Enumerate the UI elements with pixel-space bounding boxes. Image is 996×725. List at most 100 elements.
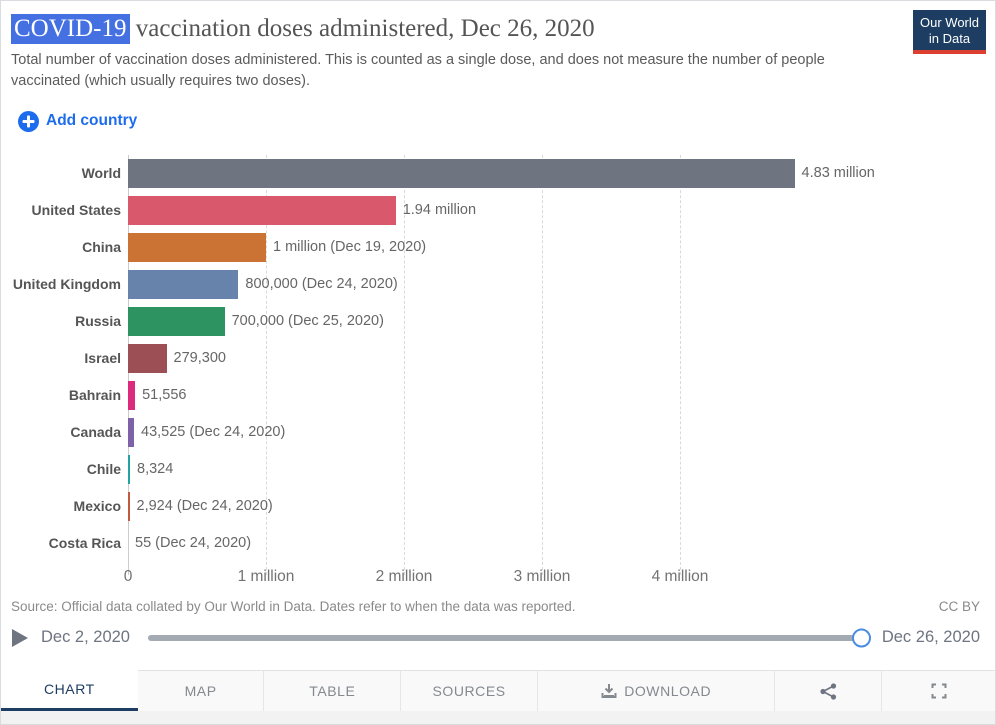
x-axis-tick-label: 4 million [651,567,709,585]
tab-label: CHART [43,681,95,697]
country-label[interactable]: China [82,239,121,256]
bar-track: 51,556 [128,380,995,410]
bar[interactable] [128,232,266,262]
fullscreen-button[interactable] [881,670,995,711]
bar-row: Canada 43,525 (Dec 24, 2020) [1,414,995,451]
bar-track: 8,324 [128,454,995,484]
country-label[interactable]: United States [31,202,121,219]
tab-label: DOWNLOAD [624,683,712,699]
bar-value-label: 43,525 (Dec 24, 2020) [141,424,286,441]
country-label[interactable]: Costa Rica [48,535,121,552]
bar-value-label: 51,556 [142,387,187,404]
bar-value-label: 2,924 (Dec 24, 2020) [136,498,273,515]
x-axis-tick-label: 3 million [513,567,571,585]
title-highlight-selection: COVID-19 [11,14,130,44]
add-country-button[interactable]: Add country [18,110,138,132]
timeline: Dec 2, 2020 Dec 26, 2020 [1,623,995,653]
source-row: Source: Official data collated by Our Wo… [1,599,995,614]
bar-chart: World 4.83 million United States 1.94 milli… [1,154,995,575]
source-note[interactable]: Source: Official data collated by Our Wo… [11,598,576,614]
bar[interactable] [128,158,795,188]
bar[interactable] [128,491,130,521]
bar-value-label: 55 (Dec 24, 2020) [135,535,252,552]
x-axis-tick-label: 0 [123,567,133,585]
country-label[interactable]: Bahrain [68,387,121,404]
country-label[interactable]: Russia [75,313,121,330]
timeline-start-date[interactable]: Dec 2, 2020 [41,628,130,647]
tab-label: TABLE [309,683,356,699]
bar-track: 4.83 million [128,158,995,188]
plus-icon [18,110,39,132]
bar-value-label: 700,000 (Dec 25, 2020) [231,313,384,330]
country-label[interactable]: Israel [84,350,121,367]
title-rest: vaccination doses administered, Dec 26, … [129,15,595,42]
bar-track: 2,924 (Dec 24, 2020) [128,491,995,521]
tab-sources[interactable]: SOURCES [400,670,537,711]
bar-row: China 1 million (Dec 19, 2020) [1,229,995,266]
country-label[interactable]: World [81,165,121,182]
bar-row: Costa Rica 55 (Dec 24, 2020) [1,525,995,562]
bar-row: United Kingdom 800,000 (Dec 24, 2020) [1,266,995,303]
bar-row: Mexico 2,924 (Dec 24, 2020) [1,488,995,525]
country-label[interactable]: Chile [86,461,121,478]
tab-table[interactable]: TABLE [263,670,401,711]
fullscreen-icon [931,683,947,699]
tab-download[interactable]: DOWNLOAD [536,670,775,711]
page-title: COVID-19 vaccination doses administered,… [11,13,981,44]
tab-chart[interactable]: CHART [1,670,138,711]
play-icon [12,628,28,647]
play-button[interactable] [11,628,29,648]
bar[interactable] [128,417,134,447]
bar-value-label: 1 million (Dec 19, 2020) [273,239,427,256]
owid-logo-line2: in Data [928,30,971,46]
bar-rows: World 4.83 million United States 1.94 milli… [1,155,995,562]
bar-value-label: 800,000 (Dec 24, 2020) [245,276,398,293]
bar[interactable] [128,454,130,484]
bar-row: World 4.83 million [1,155,995,192]
share-button[interactable] [774,670,882,711]
bar-row: Bahrain 51,556 [1,377,995,414]
bar-row: Israel 279,300 [1,340,995,377]
chart-subtitle: Total number of vaccination doses admini… [11,52,825,89]
bar-value-label: 279,300 [173,350,226,367]
tab-label: SOURCES [432,683,506,699]
bar[interactable] [128,380,136,410]
bar-track: 43,525 (Dec 24, 2020) [128,417,995,447]
bar[interactable] [128,306,225,336]
bar-row: Russia 700,000 (Dec 25, 2020) [1,303,995,340]
share-icon [820,682,836,700]
bottom-strip [1,711,995,724]
footer-tabs: CHART MAP TABLE SOURCES DOWNLOAD [1,670,995,711]
bar-value-label: 4.83 million [801,165,875,182]
chart-header: COVID-19 vaccination doses administered,… [1,1,995,91]
x-axis-tick-label: 2 million [375,567,433,585]
bar-track: 700,000 (Dec 25, 2020) [128,306,995,336]
tab-map[interactable]: MAP [137,670,264,711]
bar-track: 55 (Dec 24, 2020) [128,529,995,558]
x-axis-tick-label: 1 million [237,567,295,585]
bar-row: Chile 8,324 [1,451,995,488]
owid-logo-line1: Our World [920,15,979,30]
tab-label: MAP [184,683,217,699]
owid-logo[interactable]: Our World in Data [913,10,986,55]
bar-track: 800,000 (Dec 24, 2020) [128,269,995,299]
country-label[interactable]: Mexico [73,498,121,515]
bar[interactable] [128,343,167,373]
country-label[interactable]: Canada [70,424,121,441]
bar[interactable] [128,195,396,225]
timeline-slider[interactable] [147,628,871,648]
timeline-end-date[interactable]: Dec 26, 2020 [881,628,980,647]
bar-row: United States 1.94 million [1,192,995,229]
bar[interactable] [128,269,239,299]
download-icon [601,684,617,698]
bar-track: 1.94 million [128,195,995,225]
timeline-handle[interactable] [851,628,871,648]
x-axis: 0 1 million 2 million 3 million 4 million [1,562,995,590]
country-label[interactable]: United Kingdom [12,276,121,293]
bar-track: 279,300 [128,343,995,373]
license-badge[interactable]: CC BY [938,598,980,614]
add-country-label: Add country [46,112,138,130]
bar-value-label: 1.94 million [402,202,477,219]
bar-track: 1 million (Dec 19, 2020) [128,232,995,262]
